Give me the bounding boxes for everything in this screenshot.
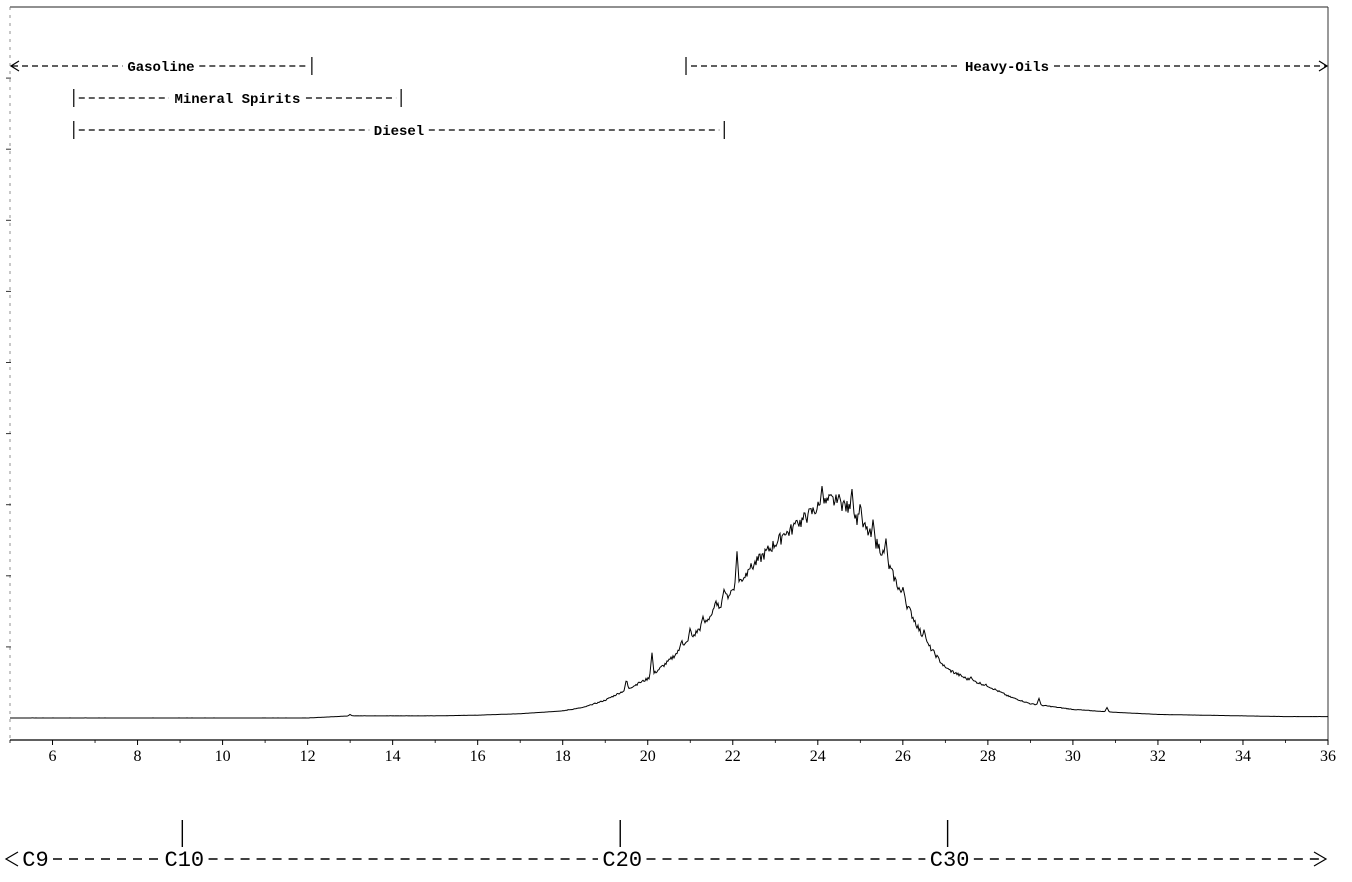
carbon-number-scale: C9 C10 C20 C30 [4, 820, 1328, 873]
carbon-arrow-left-icon [4, 851, 19, 867]
y-axis-ticks [6, 77, 11, 648]
x-tick-label: 26 [895, 748, 911, 765]
carbon-label-c10: C10 [165, 848, 205, 873]
chromatogram-trace [10, 485, 1328, 719]
carbon-label-c30: C30 [930, 848, 970, 873]
arrow-left-icon [9, 60, 20, 72]
x-tick-label: 30 [1065, 748, 1081, 765]
range-annotations: Gasoline Heavy-Oils Mineral Spirits Diesel [9, 57, 1329, 140]
x-axis: 6 8 10 12 14 16 18 20 22 24 26 28 30 32 34 36 [9, 740, 1336, 765]
carbon-arrow-right-icon [1313, 851, 1328, 867]
x-tick-label: 12 [300, 748, 316, 765]
x-tick-label: 36 [1320, 748, 1336, 765]
x-tick-label: 34 [1235, 748, 1251, 765]
x-tick-label: 24 [810, 748, 826, 765]
x-tick-label: 28 [980, 748, 996, 765]
x-tick-label: 18 [555, 748, 571, 765]
range-label: Heavy-Oils [965, 60, 1049, 76]
carbon-label-c9: C9 [22, 848, 48, 873]
range-label: Mineral Spirits [174, 92, 300, 108]
range-label: Gasoline [127, 60, 194, 76]
x-tick-label: 6 [49, 748, 57, 765]
carbon-label-c20: C20 [602, 848, 642, 873]
arrow-right-icon [1318, 60, 1329, 72]
chromatogram-line [10, 485, 1328, 719]
x-tick-label: 20 [640, 748, 656, 765]
x-tick-label: 22 [725, 748, 741, 765]
x-tick-label: 8 [134, 748, 142, 765]
x-tick-label: 10 [215, 748, 231, 765]
x-tick-label: 14 [385, 748, 401, 765]
range-label: Diesel [374, 124, 424, 140]
range-diesel: Diesel [73, 121, 725, 140]
range-mineral-spirits: Mineral Spirits [73, 89, 402, 108]
range-gasoline: Gasoline [9, 57, 313, 76]
range-heavy-oils: Heavy-Oils [685, 57, 1329, 76]
plot-frame [9, 6, 1329, 741]
x-tick-label: 16 [470, 748, 486, 765]
x-tick-label: 32 [1150, 748, 1166, 765]
